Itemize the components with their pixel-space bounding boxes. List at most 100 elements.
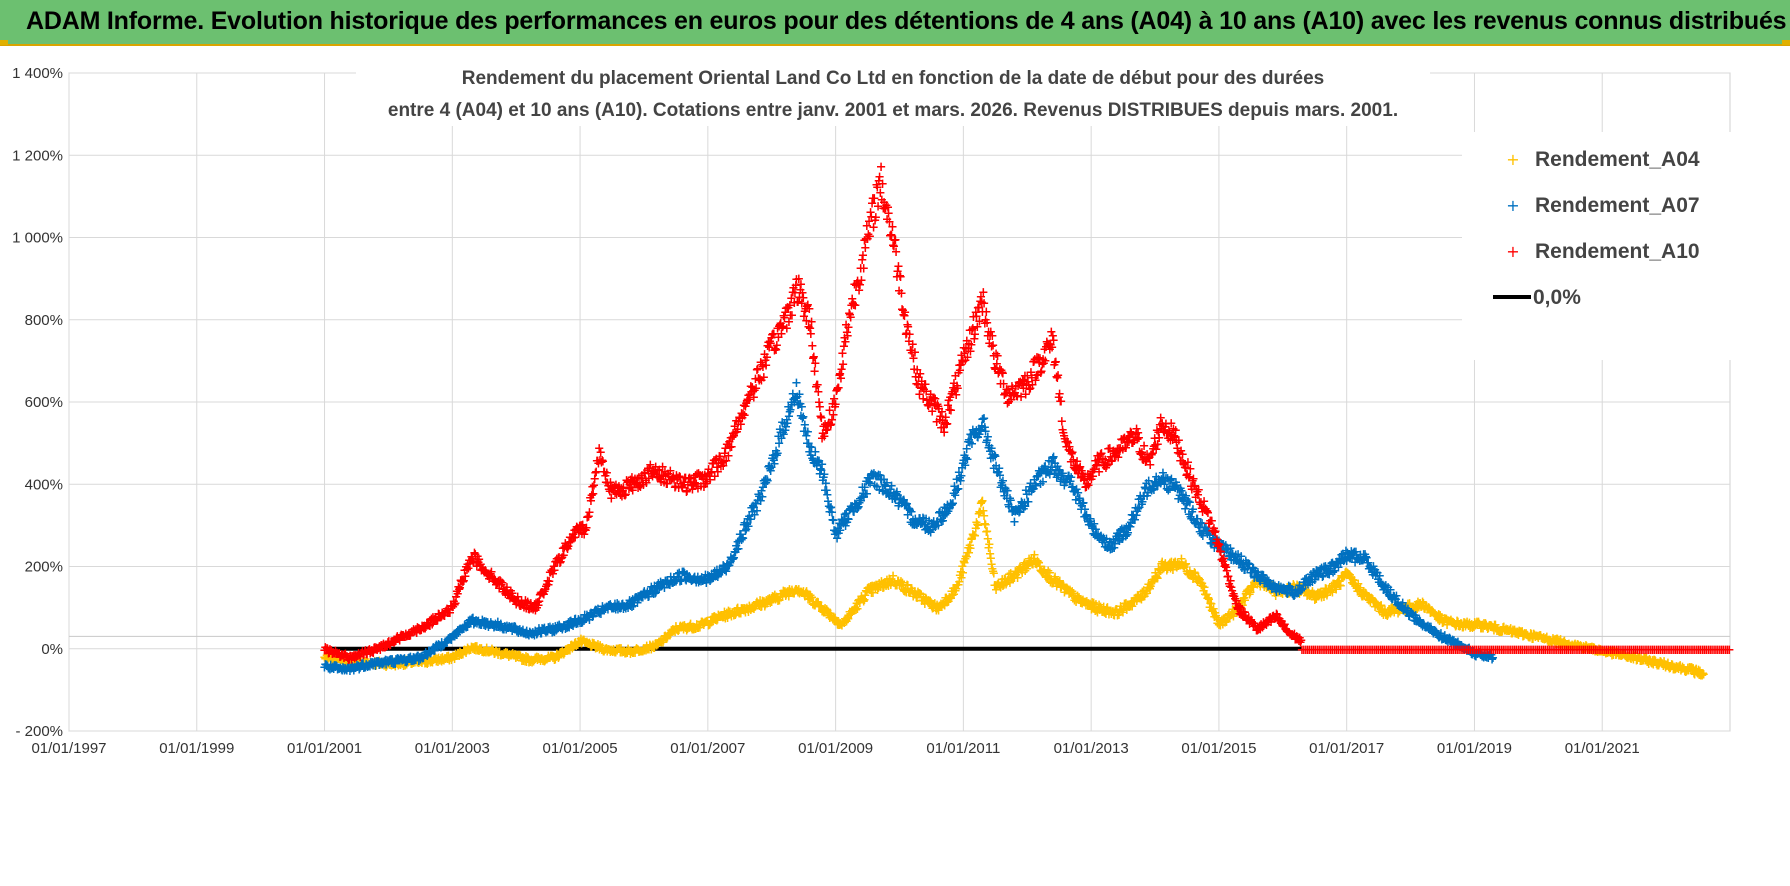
data-point: + <box>1228 609 1239 624</box>
data-point: + <box>1373 601 1384 616</box>
data-point: + <box>463 643 474 658</box>
data-point: + <box>831 614 842 629</box>
data-point: + <box>500 646 511 661</box>
data-point: + <box>1064 583 1075 598</box>
data-point: + <box>809 598 820 613</box>
data-point: + <box>911 590 922 605</box>
data-point: + <box>690 622 701 637</box>
data-point: + <box>1279 583 1290 598</box>
data-point: + <box>1178 559 1189 574</box>
data-point: + <box>893 574 904 589</box>
data-point: + <box>697 615 708 630</box>
data-point: + <box>636 644 647 659</box>
data-point: + <box>1094 598 1105 613</box>
data-point: + <box>1131 591 1142 606</box>
data-point: + <box>1369 594 1380 609</box>
data-point: + <box>879 575 890 590</box>
data-point: + <box>827 612 838 627</box>
data-point: + <box>1236 601 1247 616</box>
data-point: + <box>1318 590 1329 605</box>
data-point: + <box>487 642 498 657</box>
data-point: + <box>1370 600 1381 615</box>
data-point: + <box>1114 608 1125 623</box>
data-point: + <box>656 636 667 651</box>
data-point: + <box>1296 580 1307 595</box>
data-point: + <box>411 654 422 669</box>
data-point: + <box>1123 598 1134 613</box>
data-point: + <box>796 586 807 601</box>
data-point: + <box>822 604 833 619</box>
data-point: + <box>1151 570 1162 585</box>
data-point: + <box>423 653 434 668</box>
data-point: + <box>942 595 953 610</box>
data-point: + <box>555 646 566 661</box>
data-point: + <box>1050 355 1061 370</box>
data-point: + <box>407 657 418 672</box>
data-point: + <box>1246 579 1257 594</box>
data-point: + <box>883 579 894 594</box>
data-point: + <box>551 647 562 662</box>
data-point: + <box>1194 573 1205 588</box>
data-point: + <box>1274 580 1285 595</box>
data-point: + <box>1036 565 1047 580</box>
data-point: + <box>840 613 851 628</box>
data-point: + <box>1328 577 1339 592</box>
data-point: + <box>1307 584 1318 599</box>
data-point: + <box>745 601 756 616</box>
data-point: + <box>855 592 866 607</box>
data-point: + <box>623 642 634 657</box>
data-point: + <box>641 639 652 654</box>
data-point: + <box>653 637 664 652</box>
data-point: + <box>1207 603 1218 618</box>
data-point: + <box>1281 586 1292 601</box>
data-point: + <box>724 605 735 620</box>
data-point: + <box>756 599 767 614</box>
data-point: + <box>1344 568 1355 583</box>
data-point: + <box>1034 560 1045 575</box>
data-point: + <box>582 635 593 650</box>
data-point: + <box>530 651 541 666</box>
data-point: + <box>998 579 1009 594</box>
data-point: + <box>1389 605 1400 620</box>
data-point: + <box>824 611 835 626</box>
data-point: + <box>751 597 762 612</box>
data-point: + <box>557 645 568 660</box>
data-point: + <box>1194 572 1205 587</box>
data-point: + <box>1373 599 1384 614</box>
data-point: + <box>844 605 855 620</box>
data-point: + <box>1085 598 1096 613</box>
data-point: + <box>1289 582 1300 597</box>
data-point: + <box>660 629 671 644</box>
data-point: + <box>405 653 416 668</box>
data-point: + <box>1009 571 1020 586</box>
data-point: + <box>867 579 878 594</box>
data-point: + <box>1350 579 1361 594</box>
data-point: + <box>698 616 709 631</box>
data-point: + <box>724 605 735 620</box>
data-point: + <box>849 602 860 617</box>
data-point: + <box>698 618 709 633</box>
data-point: + <box>861 584 872 599</box>
data-point: + <box>1193 571 1204 586</box>
data-point: + <box>1050 570 1061 585</box>
data-point: + <box>402 656 413 671</box>
data-point: + <box>1265 583 1276 598</box>
data-point: + <box>899 584 910 599</box>
data-point: + <box>644 643 655 658</box>
data-point: + <box>837 616 848 631</box>
data-point: + <box>738 604 749 619</box>
data-point: + <box>881 573 892 588</box>
data-point: + <box>1306 587 1317 602</box>
data-point: + <box>366 656 377 671</box>
data-point: + <box>1338 569 1349 584</box>
data-point: + <box>895 576 906 591</box>
data-point: + <box>775 590 786 605</box>
data-point: + <box>1163 559 1174 574</box>
data-point: + <box>1044 572 1055 587</box>
data-point: + <box>356 656 367 671</box>
data-point: + <box>432 655 443 670</box>
data-point: + <box>935 597 946 612</box>
data-point: + <box>1093 602 1104 617</box>
data-point: + <box>359 657 370 672</box>
data-point: + <box>651 636 662 651</box>
